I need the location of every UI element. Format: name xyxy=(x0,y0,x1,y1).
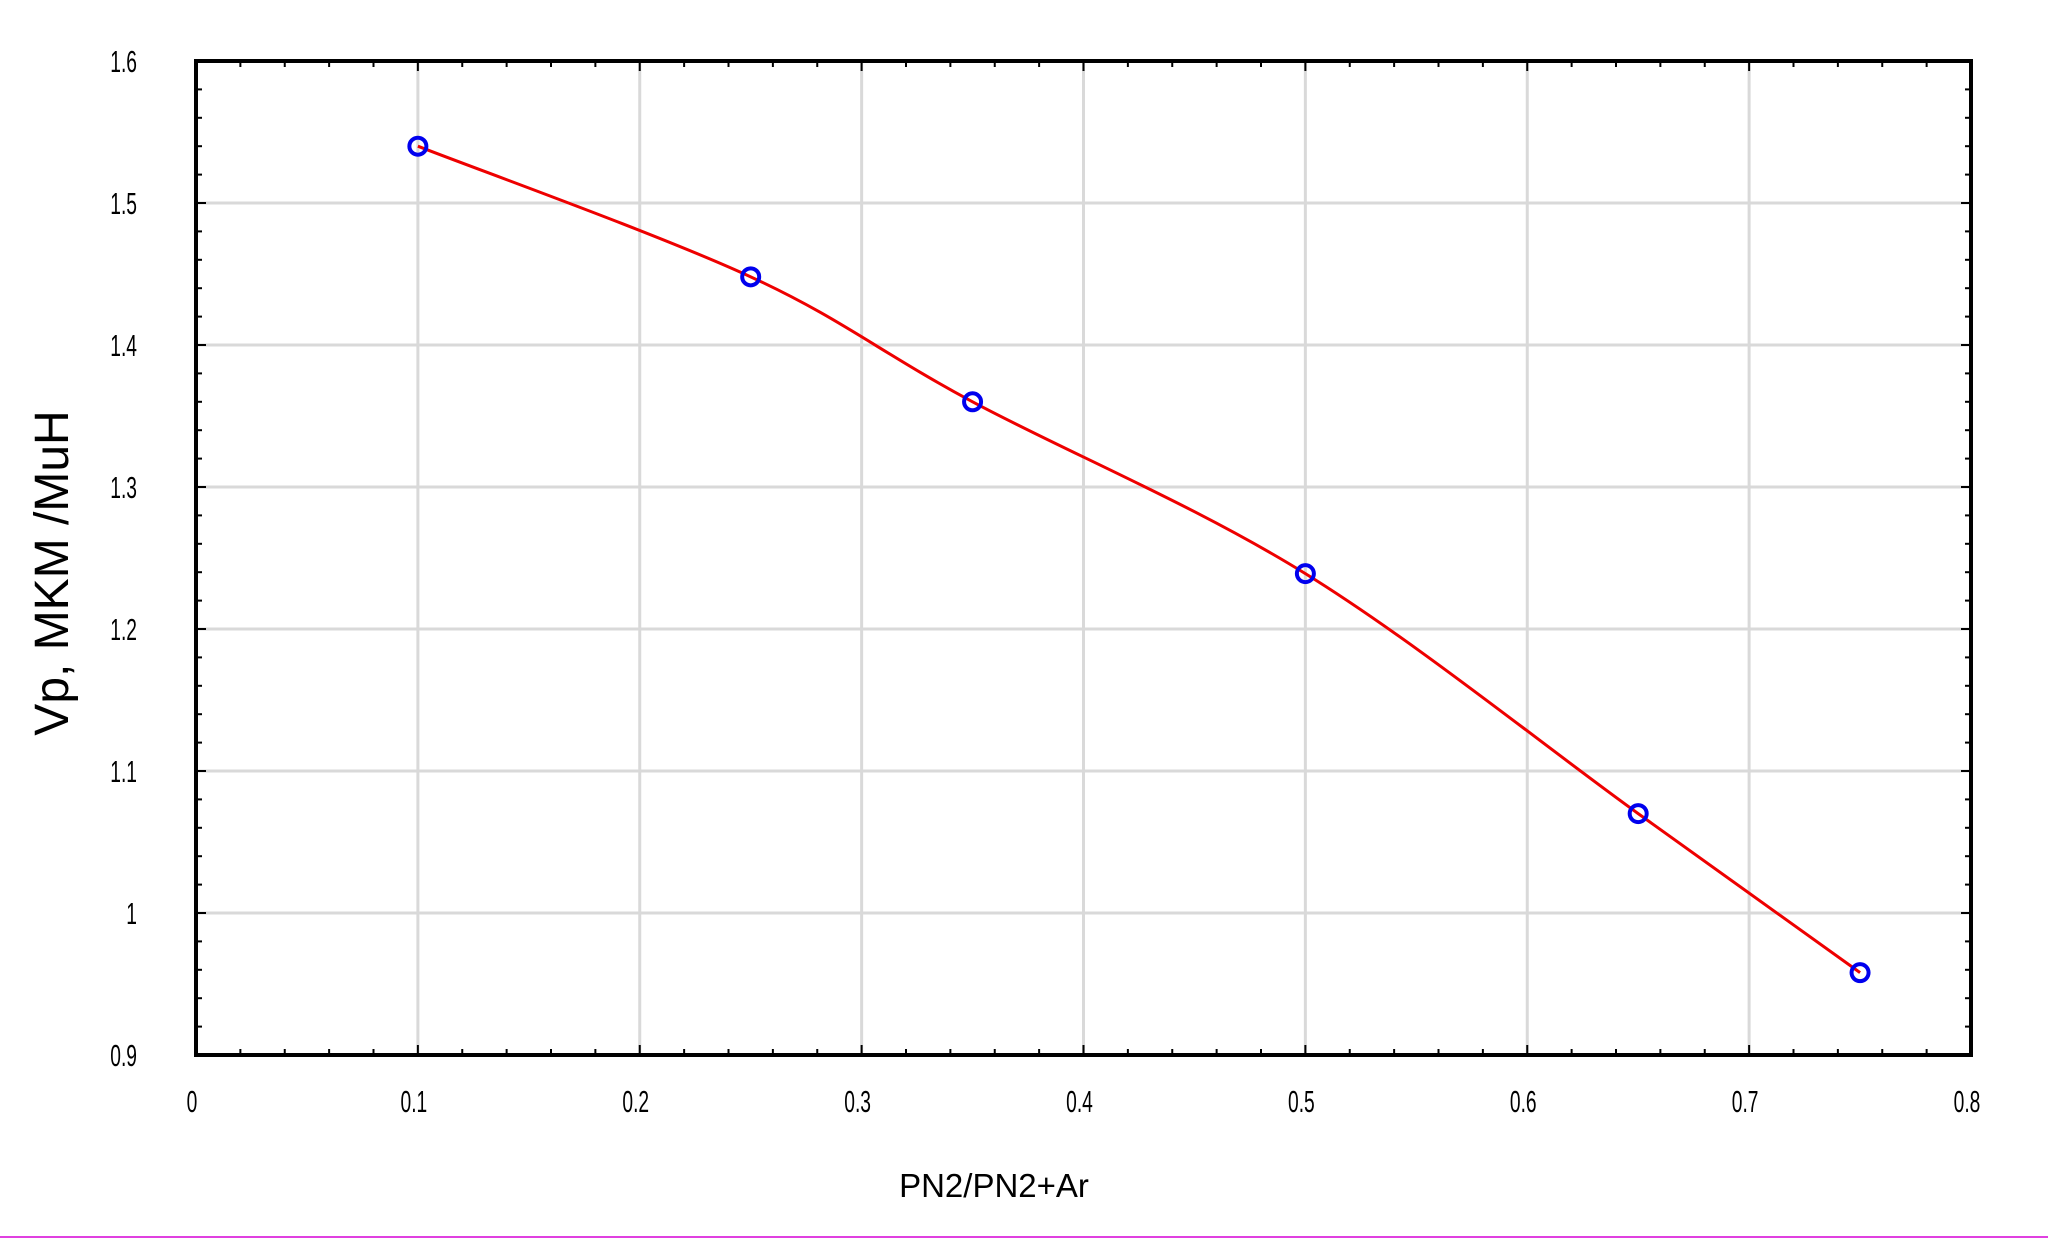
y-tick-label: 1.2 xyxy=(110,614,137,648)
y-tick-label: 1.1 xyxy=(110,756,137,790)
x-tick-label: 0.3 xyxy=(844,1086,871,1120)
data-point xyxy=(1294,563,1316,585)
y-axis-label: Vp, MKM /MuH xyxy=(26,410,79,735)
data-point xyxy=(962,391,984,413)
x-tick-label: 0.2 xyxy=(622,1086,649,1120)
y-tick-label: 1.3 xyxy=(110,472,137,506)
y-tick-label: 1 xyxy=(126,898,137,932)
series xyxy=(407,135,1871,984)
y-tick-label: 1.4 xyxy=(110,330,137,364)
series-line xyxy=(417,144,1861,974)
bottom-border xyxy=(0,1236,2048,1238)
data-point xyxy=(740,266,762,288)
x-tick-label: 0.1 xyxy=(401,1086,428,1120)
data-point xyxy=(1627,803,1649,825)
gridlines xyxy=(196,61,1971,1055)
x-tick-label: 0.5 xyxy=(1288,1086,1315,1120)
plot-frame xyxy=(194,59,1973,1057)
data-point xyxy=(1849,962,1871,984)
x-tick-label: 0.8 xyxy=(1954,1086,1981,1120)
y-tick-label: 1.5 xyxy=(110,188,137,222)
x-axis-label: PN2/PN2+Ar xyxy=(899,1167,1089,1204)
y-tick-label: 1.6 xyxy=(110,46,137,80)
y-axis-tick-labels: 0.9 1 1.1 1.2 1.3 1.4 1.5 1.6 xyxy=(110,46,137,1074)
data-point xyxy=(407,135,429,157)
y-tick-label: 0.9 xyxy=(110,1040,137,1074)
x-axis-tick-labels: 0 0.1 0.2 0.3 0.4 0.5 0.6 0.7 0.8 xyxy=(187,1086,1981,1120)
x-tick-label: 0.7 xyxy=(1732,1086,1759,1120)
x-tick-label: 0.6 xyxy=(1510,1086,1537,1120)
x-tick-label: 0.4 xyxy=(1066,1086,1093,1120)
x-tick-label: 0 xyxy=(187,1086,198,1120)
